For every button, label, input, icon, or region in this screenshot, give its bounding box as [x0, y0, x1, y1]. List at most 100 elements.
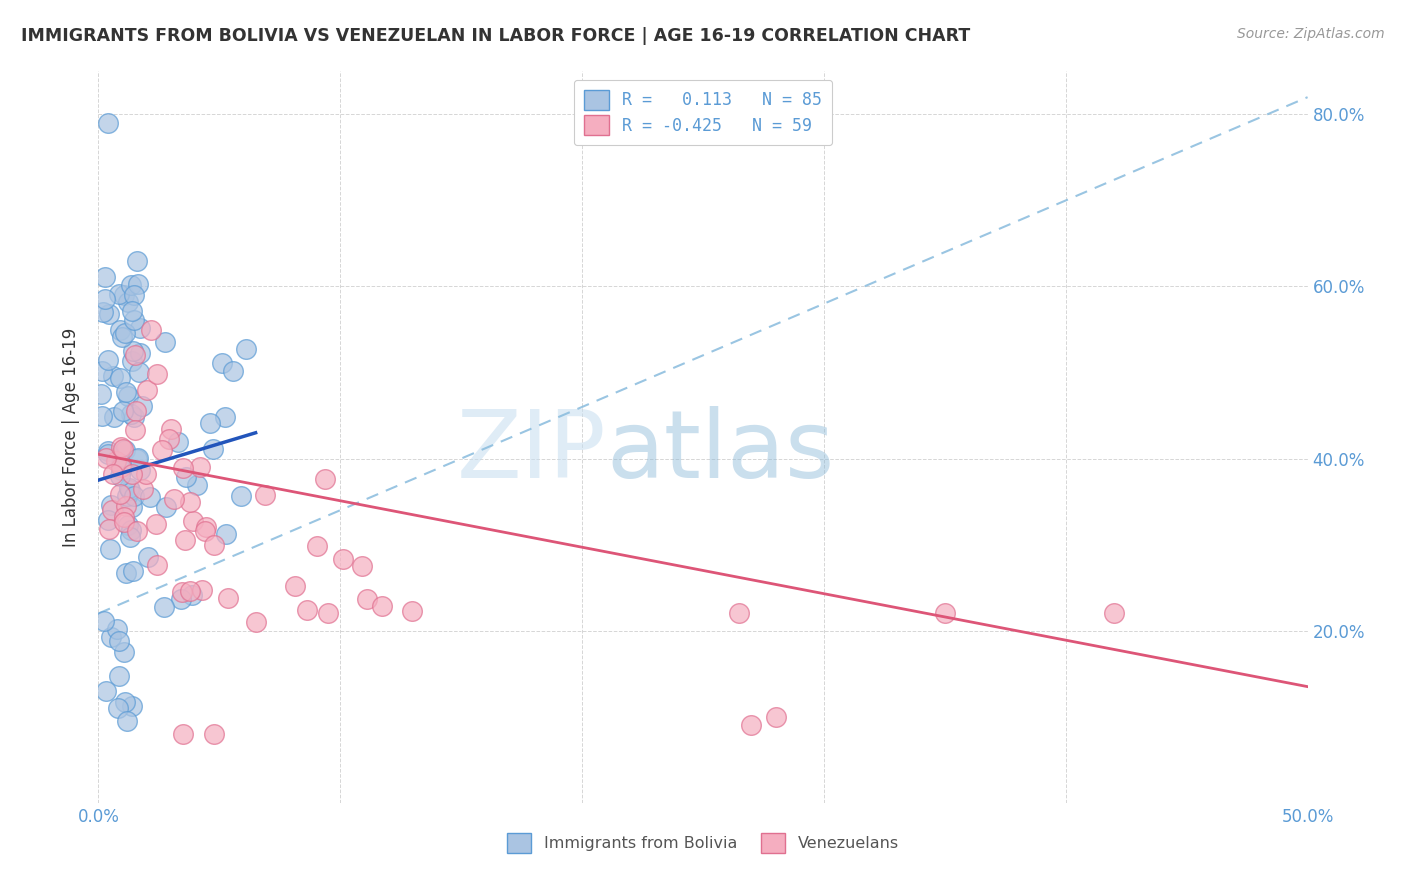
- Point: [121, 698, 143, 713]
- Point: [135, 383, 157, 397]
- Point: [97, 116, 120, 130]
- Point: [174, 533, 197, 548]
- Point: [176, 470, 198, 484]
- Point: [186, 477, 208, 491]
- Point: [124, 348, 146, 362]
- Point: [120, 524, 142, 538]
- Point: [90, 364, 112, 378]
- Point: [181, 514, 204, 528]
- Point: [110, 457, 132, 471]
- Point: [117, 518, 139, 533]
- Point: [91, 409, 114, 423]
- Point: [200, 416, 222, 430]
- Point: [118, 530, 141, 544]
- Point: [97, 353, 120, 368]
- Point: [131, 399, 153, 413]
- Point: [202, 442, 225, 456]
- Point: [934, 607, 956, 621]
- Point: [172, 461, 194, 475]
- Point: [104, 454, 127, 468]
- Point: [111, 404, 134, 418]
- Point: [105, 622, 128, 636]
- Point: [235, 342, 257, 356]
- Point: [125, 524, 148, 538]
- Point: [97, 447, 120, 461]
- Point: [129, 462, 152, 476]
- Point: [160, 422, 183, 436]
- Point: [94, 684, 117, 698]
- Point: [245, 615, 267, 629]
- Point: [170, 591, 193, 606]
- Point: [117, 489, 139, 503]
- Point: [740, 718, 762, 732]
- Point: [132, 482, 155, 496]
- Point: [120, 408, 142, 422]
- Point: [120, 483, 142, 498]
- Point: [188, 459, 211, 474]
- Point: [122, 313, 145, 327]
- Point: [121, 353, 143, 368]
- Point: [371, 599, 394, 613]
- Text: Source: ZipAtlas.com: Source: ZipAtlas.com: [1237, 27, 1385, 41]
- Point: [114, 442, 136, 457]
- Point: [122, 564, 145, 578]
- Point: [120, 278, 142, 293]
- Point: [163, 492, 186, 507]
- Point: [121, 304, 143, 318]
- Point: [128, 366, 150, 380]
- Point: [114, 326, 136, 340]
- Point: [100, 498, 122, 512]
- Point: [118, 481, 141, 495]
- Point: [97, 523, 120, 537]
- Point: [125, 403, 148, 417]
- Text: ZIP: ZIP: [457, 406, 606, 498]
- Point: [214, 409, 236, 424]
- Point: [204, 727, 226, 741]
- Point: [108, 287, 131, 301]
- Point: [332, 552, 354, 566]
- Point: [103, 409, 125, 424]
- Point: [107, 634, 129, 648]
- Point: [115, 384, 138, 399]
- Point: [112, 288, 135, 302]
- Point: [155, 500, 177, 515]
- Point: [108, 669, 131, 683]
- Point: [114, 500, 136, 514]
- Point: [170, 585, 193, 599]
- Point: [107, 701, 129, 715]
- Point: [305, 539, 328, 553]
- Point: [172, 727, 194, 741]
- Point: [112, 510, 135, 524]
- Point: [1102, 607, 1125, 621]
- Point: [194, 524, 217, 539]
- Point: [356, 591, 378, 606]
- Point: [124, 288, 146, 302]
- Point: [108, 323, 131, 337]
- Point: [94, 292, 117, 306]
- Point: [97, 513, 120, 527]
- Point: [121, 467, 143, 481]
- Point: [117, 294, 139, 309]
- Point: [122, 409, 145, 424]
- Point: [127, 253, 149, 268]
- Point: [125, 452, 148, 467]
- Point: [129, 321, 152, 335]
- Point: [122, 489, 145, 503]
- Point: [124, 423, 146, 437]
- Point: [129, 346, 152, 360]
- Point: [316, 607, 339, 621]
- Point: [110, 463, 132, 477]
- Point: [204, 538, 226, 552]
- Point: [180, 588, 202, 602]
- Point: [195, 520, 218, 534]
- Point: [297, 603, 319, 617]
- Point: [98, 307, 121, 321]
- Point: [145, 516, 167, 531]
- Text: atlas: atlas: [606, 406, 835, 498]
- Point: [145, 558, 167, 572]
- Y-axis label: In Labor Force | Age 16-19: In Labor Force | Age 16-19: [62, 327, 80, 547]
- Legend: Immigrants from Bolivia, Venezuelans: Immigrants from Bolivia, Venezuelans: [499, 825, 907, 861]
- Point: [127, 451, 149, 466]
- Point: [121, 500, 143, 514]
- Point: [94, 450, 117, 465]
